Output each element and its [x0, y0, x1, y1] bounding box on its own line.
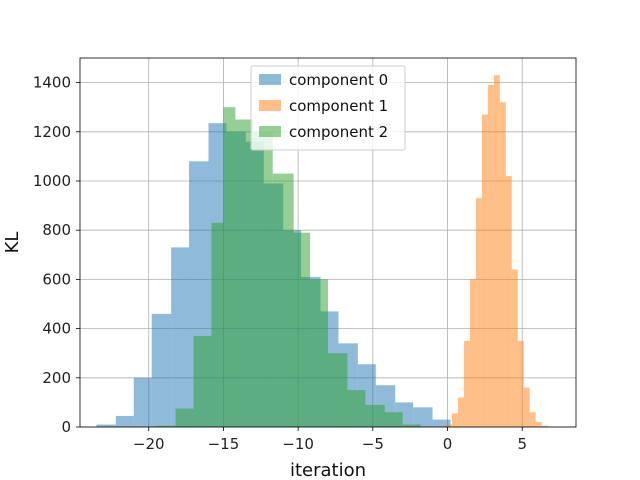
histogram-bar — [487, 85, 494, 427]
histogram-bar — [193, 335, 212, 427]
histogram-bar — [156, 425, 176, 427]
histogram-bar — [384, 412, 403, 427]
histogram-bar — [517, 340, 524, 427]
histogram-bar — [457, 397, 464, 427]
y-tick-label: 800 — [42, 221, 71, 239]
legend-swatch — [259, 100, 281, 111]
histogram-bar — [535, 422, 542, 427]
legend-entries: component 0 component 1 component 2 — [259, 71, 388, 141]
axis-ticks: −20 −15 −10 −5 0 5 0 200 400 600 800 1000 1200 1400 — [33, 74, 527, 453]
x-tick-label: −20 — [133, 435, 165, 453]
histogram-bar — [253, 131, 273, 428]
histogram-bar — [328, 353, 348, 427]
legend-label: component 2 — [289, 123, 388, 141]
y-axis-label: KL — [2, 232, 23, 254]
legend-swatch — [259, 74, 281, 85]
legend-swatch — [259, 126, 281, 137]
histogram-bar — [463, 340, 470, 427]
legend: component 0 component 1 component 2 — [250, 65, 406, 151]
histogram-bar — [529, 412, 536, 427]
histogram-bar — [493, 75, 500, 427]
histogram-bar — [235, 119, 254, 427]
x-axis-label: iteration — [290, 460, 366, 480]
series-2-bars — [156, 107, 421, 428]
histogram-bar — [175, 408, 194, 427]
x-tick-label: 5 — [517, 435, 527, 453]
histogram-bar — [469, 279, 476, 427]
x-tick-label: −10 — [282, 435, 314, 453]
histogram-bar — [96, 424, 116, 427]
histogram-bar — [402, 424, 421, 427]
histogram-bar — [413, 407, 433, 427]
histogram-bar — [481, 114, 488, 427]
series-1-bars — [446, 75, 548, 427]
x-tick-label: −15 — [208, 435, 240, 453]
y-tick-label: 600 — [42, 270, 71, 288]
histogram-bar — [446, 424, 452, 427]
histogram-bar — [365, 404, 385, 427]
legend-box — [250, 65, 406, 151]
y-tick-label: 400 — [42, 320, 71, 338]
histogram-bar — [523, 387, 530, 427]
y-tick-label: 1200 — [33, 123, 71, 141]
x-tick-label: 0 — [443, 435, 453, 453]
histogram-bar — [511, 269, 518, 427]
histogram-bar — [541, 425, 548, 427]
histogram-bar — [347, 390, 366, 427]
histogram-bar — [272, 173, 294, 427]
legend-label: component 1 — [289, 97, 388, 115]
histogram-bar — [432, 419, 451, 427]
x-tick-label: −5 — [362, 435, 384, 453]
y-tick-label: 0 — [61, 418, 71, 436]
histogram-bar — [310, 279, 328, 427]
histogram-bar — [452, 413, 458, 427]
plot-frame — [79, 57, 577, 428]
histogram-bar — [133, 377, 152, 427]
histogram-bar — [293, 232, 311, 427]
y-tick-label: 1400 — [33, 74, 71, 92]
histogram-bars — [96, 75, 548, 428]
histogram-bar — [151, 313, 172, 427]
histogram-bar — [211, 222, 224, 427]
histogram-bar — [475, 198, 482, 427]
histogram-bar — [505, 176, 512, 427]
histogram-bar — [171, 247, 190, 427]
y-tick-label: 200 — [42, 369, 71, 387]
histogram-bar — [223, 107, 236, 427]
histogram-bar — [115, 415, 134, 427]
y-tick-label: 1000 — [33, 172, 71, 190]
histogram-bar — [499, 102, 506, 427]
legend-label: component 0 — [289, 71, 388, 89]
